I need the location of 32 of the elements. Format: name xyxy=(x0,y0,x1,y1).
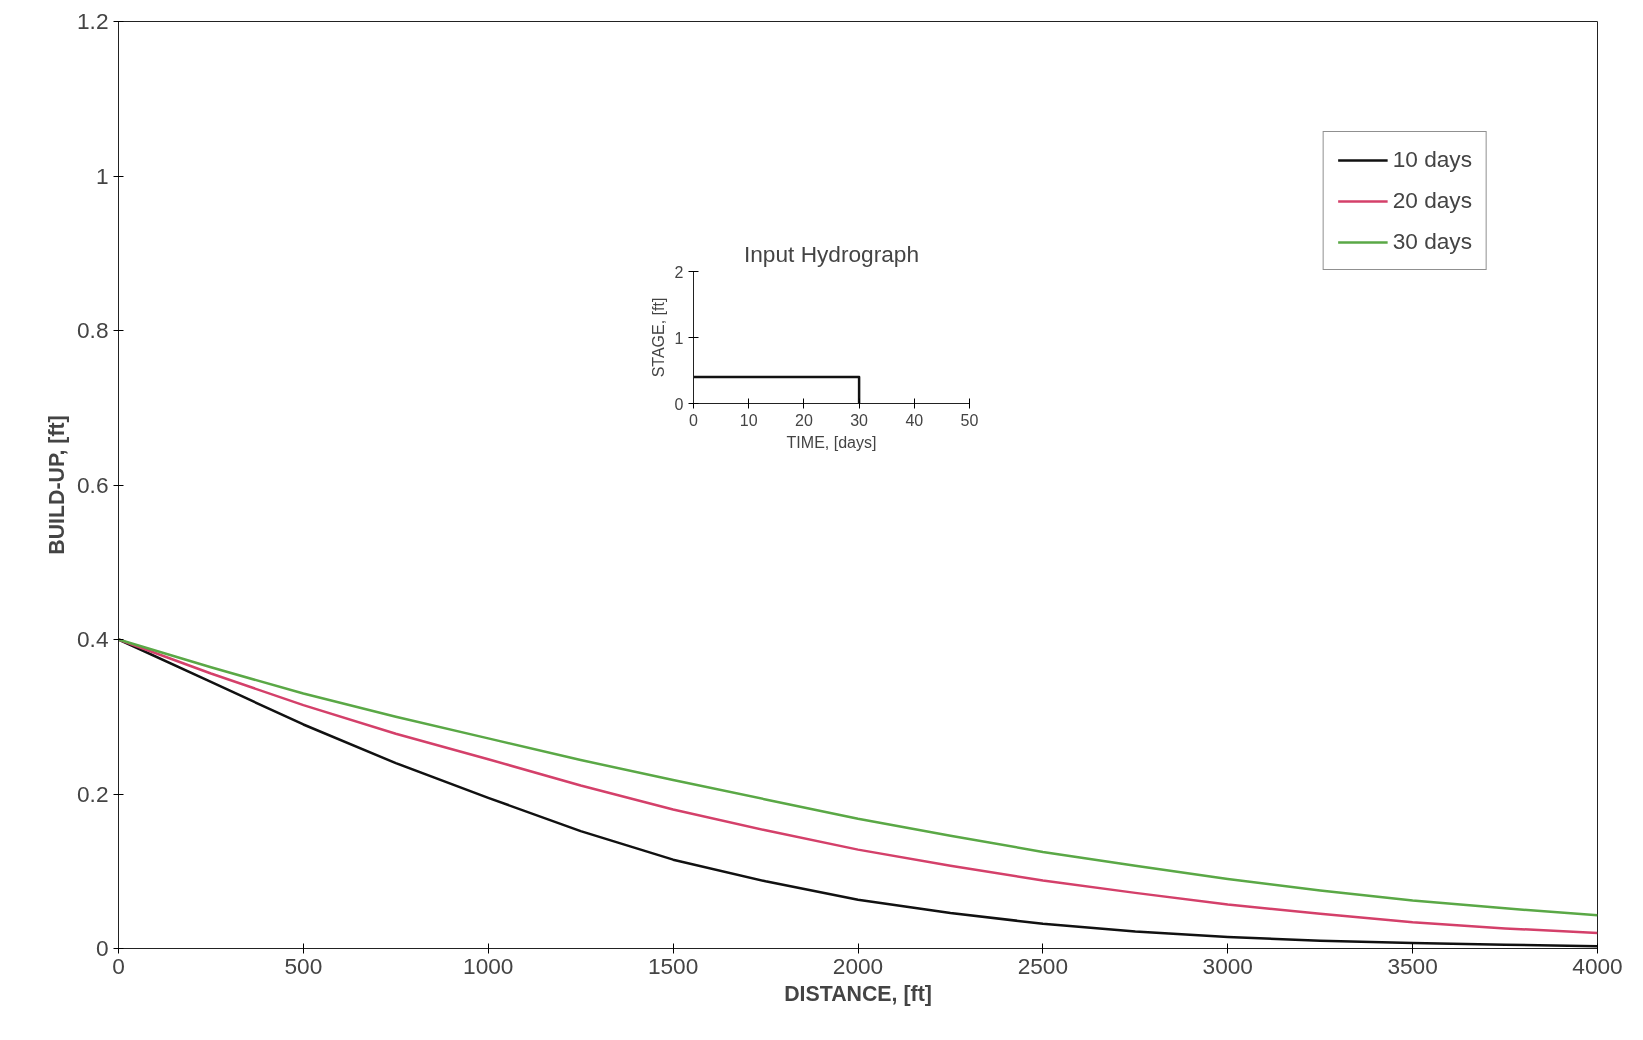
x-tick-label: 40 xyxy=(905,411,924,429)
y-tick-label: 0.8 xyxy=(77,317,109,343)
legend-label: 20 days xyxy=(1392,187,1472,214)
y-tick-label: 2 xyxy=(674,263,684,281)
x-tick-label: 20 xyxy=(795,411,813,429)
x-axis-title: TIME, [days] xyxy=(786,433,877,451)
x-tick-label: 1500 xyxy=(647,952,699,979)
y-tick-label: 0 xyxy=(95,935,109,961)
x-tick-label: 3500 xyxy=(1387,952,1438,979)
x-tick-label: 50 xyxy=(960,411,979,429)
legend-label: 30 days xyxy=(1392,228,1472,255)
y-axis-title: STAGE, [ft] xyxy=(649,297,667,378)
x-tick-label: 0 xyxy=(689,411,699,429)
y-tick-label: 0.6 xyxy=(77,471,109,498)
chart-title: Input Hydrograph xyxy=(743,240,920,267)
y-tick-label: 0 xyxy=(674,395,684,413)
x-tick-label: 30 xyxy=(850,411,869,429)
x-tick-label: 2500 xyxy=(1017,952,1069,979)
y-tick-label: 1 xyxy=(674,329,684,347)
x-tick-label: 2000 xyxy=(832,952,884,979)
y-tick-label: 0.2 xyxy=(77,780,109,807)
y-tick-label: 0.4 xyxy=(77,626,109,652)
legend-label: 10 days xyxy=(1392,146,1472,173)
x-axis-title: DISTANCE, [ft] xyxy=(784,981,932,1006)
y-axis-title: BUILD-UP, [ft] xyxy=(45,415,69,555)
x-tick-label: 10 xyxy=(739,411,758,429)
x-tick-label: 4000 xyxy=(1572,952,1623,979)
x-tick-label: 500 xyxy=(284,952,323,979)
x-tick-label: 1000 xyxy=(463,952,514,979)
y-tick-label: 1.2 xyxy=(77,8,109,34)
y-tick-label: 1 xyxy=(95,162,109,189)
x-tick-label: 3000 xyxy=(1202,952,1253,979)
